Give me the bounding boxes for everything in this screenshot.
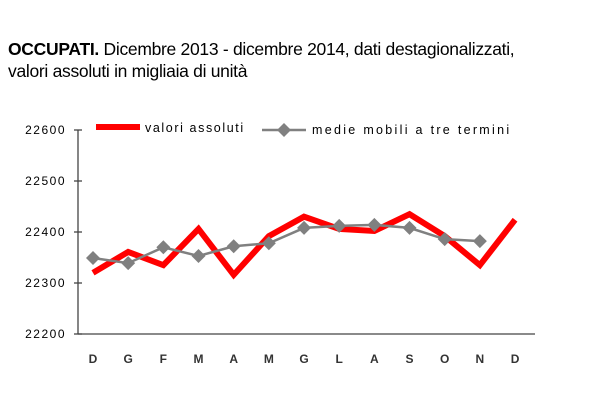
data-point-medie-mobili bbox=[121, 256, 136, 271]
subtitle: valori assoluti in migliaia di unità bbox=[8, 61, 248, 81]
data-point-medie-mobili bbox=[191, 248, 206, 263]
chart-title: OCCUPATI. Dicembre 2013 - dicembre 2014,… bbox=[8, 38, 515, 82]
data-point-medie-mobili bbox=[472, 234, 487, 249]
title-text: Dicembre 2013 - dicembre 2014, dati dest… bbox=[103, 39, 515, 59]
x-tick-label: A bbox=[229, 352, 238, 366]
data-point-medie-mobili bbox=[437, 232, 452, 247]
x-tick-label: M bbox=[264, 352, 274, 366]
x-tick-label: L bbox=[336, 352, 343, 366]
legend-label-valori-assoluti: valori assoluti bbox=[145, 121, 245, 135]
data-point-medie-mobili bbox=[226, 239, 241, 254]
legend-marker-medie-mobili bbox=[277, 123, 291, 137]
x-tick-label: D bbox=[511, 352, 520, 366]
x-tick-label: O bbox=[440, 352, 449, 366]
x-tick-label: M bbox=[194, 352, 204, 366]
data-point-medie-mobili bbox=[402, 220, 417, 235]
y-tick-label: 22600 bbox=[25, 123, 66, 137]
title-bold: OCCUPATI. bbox=[8, 39, 99, 59]
x-tick-label: N bbox=[476, 352, 485, 366]
data-point-medie-mobili bbox=[367, 217, 382, 232]
x-tick-label: S bbox=[406, 352, 414, 366]
legend-label-medie-mobili: medie mobili a tre termini bbox=[312, 123, 511, 137]
x-tick-label: G bbox=[123, 352, 132, 366]
data-point-medie-mobili bbox=[86, 251, 100, 266]
y-tick-label: 22500 bbox=[25, 174, 66, 188]
y-tick-label: 22400 bbox=[25, 225, 66, 239]
data-point-medie-mobili bbox=[297, 220, 312, 235]
x-tick-label: F bbox=[160, 352, 167, 366]
x-tick-label: D bbox=[89, 352, 98, 366]
series-line-medie-mobili bbox=[92, 223, 480, 265]
y-tick-label: 22300 bbox=[25, 276, 66, 290]
data-point-medie-mobili bbox=[332, 218, 347, 233]
y-tick-label: 22200 bbox=[25, 327, 66, 341]
x-tick-label: A bbox=[370, 352, 379, 366]
x-tick-label: G bbox=[299, 352, 308, 366]
data-point-medie-mobili bbox=[156, 240, 171, 255]
data-point-medie-mobili bbox=[261, 236, 276, 251]
